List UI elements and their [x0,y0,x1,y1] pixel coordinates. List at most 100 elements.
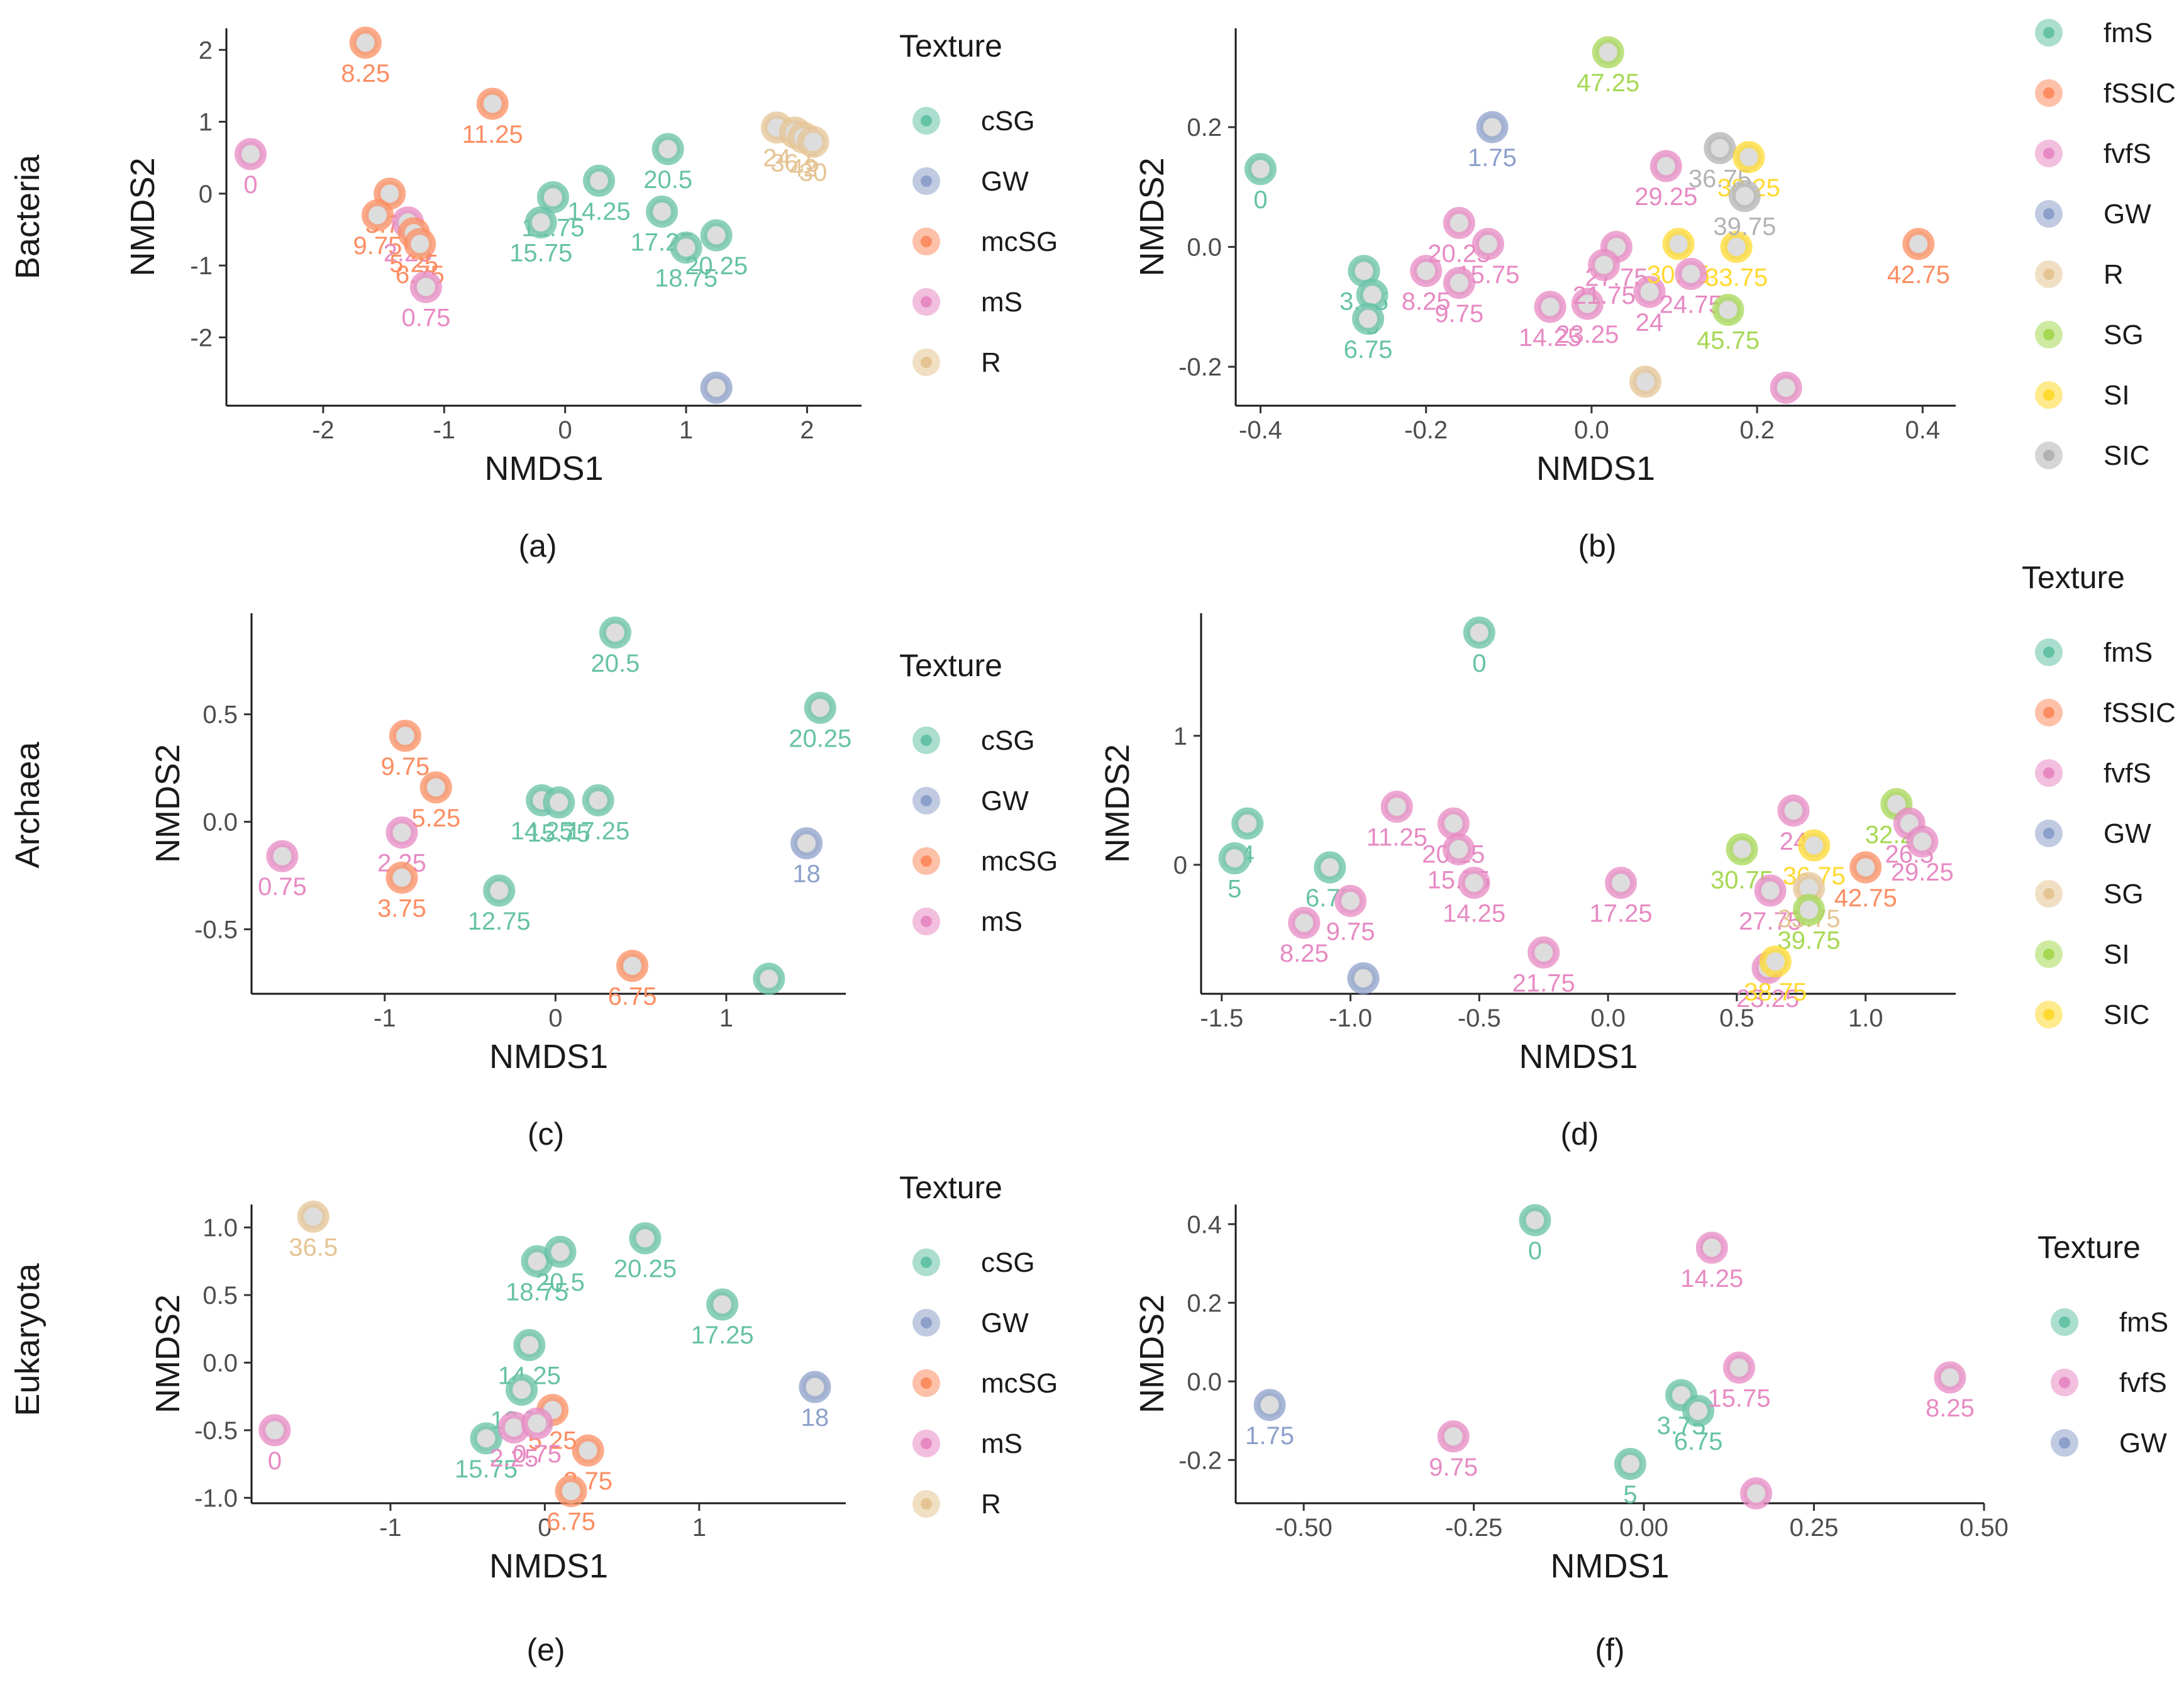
legend-entry-GW[interactable]: GW [912,1308,1029,1338]
point-marker[interactable] [555,1475,587,1508]
point-marker[interactable] [1334,884,1367,917]
data-point-fvfS[interactable] [1740,1477,1773,1510]
point-marker[interactable] [1443,833,1475,865]
legend-entry-R[interactable]: R [912,347,1001,378]
point-marker[interactable] [349,26,382,59]
point-marker[interactable] [1288,906,1321,939]
point-marker[interactable] [470,1422,502,1455]
data-point-fvfS[interactable]: 29.25 [1634,150,1697,211]
point-marker[interactable] [700,219,733,252]
data-point-fvfS[interactable]: 8.25 [1402,255,1451,316]
data-point-GW[interactable] [1347,962,1380,994]
legend-entry-cSG[interactable]: cSG [912,725,1035,756]
data-point-fvfS[interactable]: 8.25 [1926,1361,1975,1422]
data-point-fmS[interactable]: 5 [1218,842,1251,903]
data-point-fmS[interactable]: 6.75 [1344,303,1393,364]
legend-entry-mcSG[interactable]: mcSG [912,846,1058,877]
point-marker[interactable] [1902,228,1935,260]
legend-entry-SG[interactable]: SG [2035,879,2144,909]
data-point-SG[interactable]: 47.25 [1577,36,1639,97]
point-marker[interactable] [1629,365,1661,398]
data-point-cSG[interactable]: 17.25 [691,1288,754,1349]
data-point-fvfS[interactable]: 27.75 [1739,874,1802,935]
point-marker[interactable] [1605,867,1638,899]
data-point-cSG[interactable]: 15.75 [528,786,590,847]
data-point-cSG[interactable]: 14.25 [498,1329,561,1390]
data-point-mcSG[interactable]: 9.75 [380,720,430,781]
point-marker[interactable] [513,1329,546,1362]
data-point-fmS[interactable]: 0 [1244,153,1277,214]
data-point-fvfS[interactable]: 24 [1633,275,1666,337]
point-marker[interactable] [536,181,569,214]
data-point-mcSG[interactable]: 6.75 [546,1475,596,1536]
data-point-cSG[interactable]: 20.25 [685,219,748,280]
legend-entry-fmS[interactable]: fmS [2035,18,2153,48]
legend-entry-GW[interactable]: GW [912,786,1029,816]
point-marker[interactable] [572,1434,604,1467]
point-marker[interactable] [483,874,516,907]
legend-entry-GW[interactable]: GW [2035,818,2151,849]
data-point-cSG[interactable]: 20.5 [643,133,692,194]
point-marker[interactable] [543,786,575,819]
legend-entry-GW[interactable]: GW [912,166,1029,197]
point-marker[interactable] [404,228,436,260]
point-marker[interactable] [1588,248,1621,281]
data-point-fvfS[interactable]: 14.25 [1443,867,1505,928]
data-point-R[interactable]: 36.5 [289,1200,338,1261]
data-point-fvfS[interactable]: 15.75 [1707,1351,1771,1412]
legend-entry-fmS[interactable]: fmS [2035,637,2153,668]
point-marker[interactable] [753,962,785,995]
legend-entry-SI[interactable]: SI [2035,380,2130,411]
point-marker[interactable] [670,231,702,264]
data-point-fvfS[interactable]: 24.75 [1660,257,1722,318]
data-point-mS[interactable]: 0 [234,138,267,199]
point-marker[interactable] [1798,829,1831,862]
legend-entry-R[interactable]: R [912,1489,1001,1520]
data-point-fvfS[interactable]: 29.25 [1891,825,1954,886]
data-point-mS[interactable]: 0.75 [258,840,307,901]
legend-entry-GW[interactable]: GW [2035,199,2151,230]
point-marker[interactable] [700,371,733,404]
data-point-GW[interactable]: 1.75 [1468,111,1517,172]
data-point-mcSG[interactable]: 6.75 [608,950,657,1011]
data-point-mcSG[interactable]: 8.25 [341,26,390,87]
point-marker[interactable] [1437,807,1470,840]
point-marker[interactable] [1695,1232,1728,1264]
data-point-cSG[interactable]: 20.5 [536,1235,585,1296]
legend-entry-GW[interactable]: GW [2051,1428,2167,1459]
data-point-fSSIC[interactable]: 42.75 [1834,851,1897,912]
data-point-cSG[interactable]: 15.75 [455,1422,518,1483]
point-marker[interactable] [616,950,649,982]
data-point-fvfS[interactable]: 24 [1777,794,1810,855]
data-point-fvfS[interactable]: 23.25 [1556,287,1619,348]
legend-entry-SIC[interactable]: SIC [2035,440,2149,471]
point-marker[interactable] [297,1200,330,1233]
point-marker[interactable] [1614,1448,1646,1480]
point-marker[interactable] [1244,153,1277,186]
data-point-mS[interactable]: 0.75 [401,270,450,331]
point-marker[interactable] [1777,794,1810,827]
point-marker[interactable] [1732,141,1765,174]
data-point-cSG[interactable]: 18.75 [655,231,718,292]
data-point-R[interactable]: 30 [797,126,829,187]
point-marker[interactable] [599,616,631,649]
point-marker[interactable] [1347,962,1380,994]
legend-entry-fSSIC[interactable]: fSSIC [2035,78,2176,109]
data-point-fvfS[interactable]: 17.25 [1590,867,1653,928]
point-marker[interactable] [797,126,829,159]
data-point-cSG[interactable]: 15.75 [509,206,572,267]
point-marker[interactable] [1649,150,1682,182]
data-point-fvfS[interactable]: 9.75 [1326,884,1375,945]
legend-entry-fvfS[interactable]: fvfS [2035,758,2151,789]
point-marker[interactable] [1934,1361,1966,1394]
data-point-SIC[interactable]: 39.75 [1713,180,1776,241]
point-marker[interactable] [582,784,614,816]
data-point-cSG[interactable]: 20.25 [614,1222,677,1283]
legend-entry-fSSIC[interactable]: fSSIC [2035,698,2176,728]
point-marker[interactable] [409,270,442,303]
point-marker[interactable] [234,138,267,170]
point-marker[interactable] [1720,231,1753,264]
data-point-cSG[interactable] [753,962,785,995]
point-marker[interactable] [1662,228,1695,260]
data-point-fvfS[interactable]: 21.75 [1573,248,1636,309]
